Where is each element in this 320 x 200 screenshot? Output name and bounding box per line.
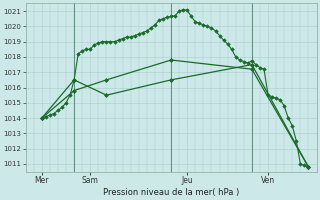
- X-axis label: Pression niveau de la mer( hPa ): Pression niveau de la mer( hPa ): [103, 188, 239, 197]
